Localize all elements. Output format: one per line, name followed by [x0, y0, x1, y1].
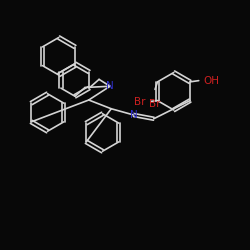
Text: Br: Br: [149, 100, 161, 110]
Text: OH: OH: [204, 76, 220, 86]
Text: Br: Br: [134, 97, 145, 107]
Text: N: N: [106, 81, 114, 91]
Text: N: N: [130, 110, 138, 120]
